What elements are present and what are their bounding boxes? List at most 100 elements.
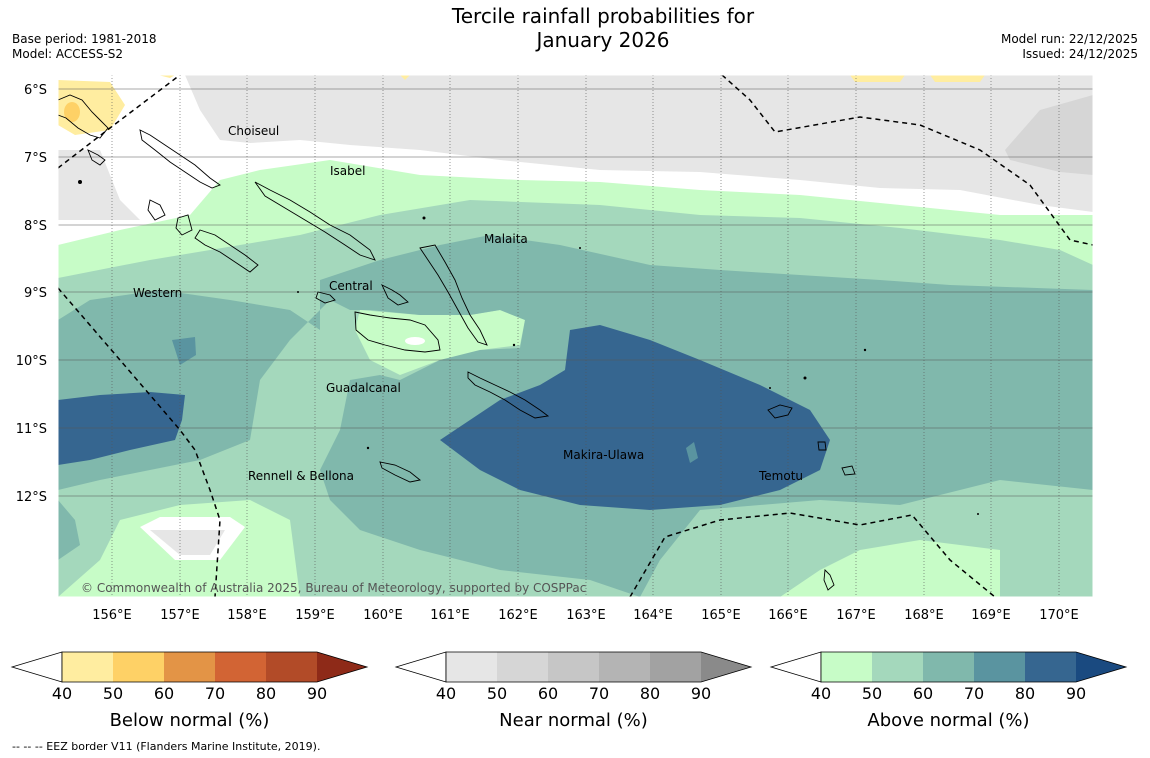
colorbar-segment — [1025, 652, 1076, 682]
colorbar-title: Below normal (%) — [110, 710, 270, 731]
lon-label: 162°E — [498, 608, 538, 623]
colorbar-segment — [266, 652, 317, 682]
region-label: Choiseul — [228, 124, 279, 138]
island-outlines — [57, 94, 856, 591]
lon-label: 170°E — [1039, 608, 1079, 623]
lat-gridlines — [58, 88, 1093, 497]
colorbar-segment — [62, 652, 113, 682]
lon-label: 169°E — [971, 608, 1011, 623]
region-label: Makira-Ulawa — [563, 448, 644, 462]
small-islands — [78, 180, 979, 515]
region-labels: Choiseul Isabel Malaita Western Central … — [133, 124, 803, 483]
colorbar-title: Above normal (%) — [867, 710, 1029, 731]
colorbar-tick-label: 90 — [691, 684, 711, 703]
lon-label: 165°E — [701, 608, 741, 623]
colorbar-2: 40 50 60 70 80 90 Above normal (%) — [769, 651, 1128, 731]
colorbar-tick-label: 40 — [811, 684, 831, 703]
colorbar-tick-label: 50 — [103, 684, 123, 703]
colorbar-segment — [548, 652, 599, 682]
lon-label: 168°E — [904, 608, 944, 623]
lat-label: 6°S — [24, 83, 47, 98]
colorbars: 40 50 60 70 80 90 Below normal (%) 40 50 60 70 80 90… — [10, 651, 1128, 731]
colorbar-low-extend — [10, 651, 63, 683]
lon-label: 158°E — [227, 608, 267, 623]
lat-label: 7°S — [24, 151, 47, 166]
region-label: Guadalcanal — [326, 381, 401, 395]
lon-label: 166°E — [768, 608, 808, 623]
colorbar-outline — [445, 651, 753, 683]
colorbar-outline — [61, 651, 369, 683]
colorbar-tick-label: 60 — [913, 684, 933, 703]
lon-label: 164°E — [633, 608, 673, 623]
lon-label: 157°E — [160, 608, 200, 623]
lon-label: 159°E — [295, 608, 335, 623]
colorbar-segment — [446, 652, 497, 682]
model-run: Model run: 22/12/2025 — [1000, 32, 1138, 46]
probability-field — [58, 75, 1093, 597]
colorbar-tick-label: 60 — [154, 684, 174, 703]
colorbar-0: 40 50 60 70 80 90 Below normal (%) — [10, 651, 369, 731]
region-label: Temotu — [758, 469, 803, 483]
colorbar-segment — [974, 652, 1025, 682]
lon-label: 160°E — [363, 608, 403, 623]
map-frame — [57, 74, 1094, 598]
colorbar-tick-label: 70 — [964, 684, 984, 703]
lat-label: 8°S — [24, 219, 47, 234]
colorbar-low-extend — [394, 651, 447, 683]
colorbar-high-extend — [317, 652, 367, 682]
colorbar-segment — [821, 652, 872, 682]
eez-border — [58, 75, 1093, 597]
colorbar-tick-label: 50 — [487, 684, 507, 703]
lat-label: 10°S — [16, 354, 47, 369]
lon-label: 167°E — [836, 608, 876, 623]
region-label: Malaita — [484, 232, 528, 246]
colorbar-high-extend — [1076, 652, 1126, 682]
colorbar-tick-label: 70 — [589, 684, 609, 703]
lon-labels: 156°E 157°E 158°E 159°E 160°E 161°E 162°… — [92, 608, 1079, 623]
lat-label: 11°S — [16, 422, 47, 437]
colorbar-title: Near normal (%) — [499, 710, 648, 731]
lon-label: 161°E — [430, 608, 470, 623]
base-period: Base period: 1981-2018 — [12, 32, 157, 46]
region-label: Western — [133, 286, 182, 300]
colorbar-1: 40 50 60 70 80 90 Near normal (%) — [394, 651, 753, 731]
lat-label: 9°S — [24, 286, 47, 301]
colorbar-tick-label: 40 — [52, 684, 72, 703]
lat-label: 12°S — [16, 490, 47, 505]
colorbar-tick-label: 80 — [256, 684, 276, 703]
colorbar-segment — [599, 652, 650, 682]
colorbar-tick-label: 40 — [436, 684, 456, 703]
colorbar-tick-label: 90 — [1066, 684, 1086, 703]
lon-gridlines — [111, 75, 1060, 597]
colorbar-high-extend — [701, 652, 751, 682]
lon-label: 156°E — [92, 608, 132, 623]
colorbar-low-extend — [769, 651, 822, 683]
colorbar-tick-label: 50 — [862, 684, 882, 703]
colorbar-segment — [872, 652, 923, 682]
region-label: Central — [329, 279, 373, 293]
colorbar-tick-label: 80 — [1015, 684, 1035, 703]
colorbar-tick-label: 80 — [640, 684, 660, 703]
colorbar-segment — [113, 652, 164, 682]
model-name: Model: ACCESS-S2 — [12, 47, 124, 61]
meta-right: Model run: 22/12/2025 Issued: 24/12/2025 — [1001, 32, 1138, 62]
title-line1: Tercile rainfall probabilities for — [451, 4, 755, 28]
issued-date: Issued: 24/12/2025 — [1022, 47, 1138, 61]
colorbar-segment — [164, 652, 215, 682]
lon-label: 163°E — [566, 608, 606, 623]
colorbar-tick-label: 90 — [307, 684, 327, 703]
region-label: Isabel — [330, 164, 365, 178]
title-line2: January 2026 — [536, 28, 670, 52]
eez-footnote: -- -- -- EEZ border V11 (Flanders Marine… — [12, 740, 321, 753]
colorbar-segment — [650, 652, 701, 682]
colorbar-segment — [497, 652, 548, 682]
region-label: Rennell & Bellona — [248, 469, 354, 483]
colorbar-segment — [215, 652, 266, 682]
copyright-notice: © Commonwealth of Australia 2025, Bureau… — [81, 581, 586, 595]
colorbar-segment — [923, 652, 974, 682]
lat-labels: 6°S 7°S 8°S 9°S 10°S 11°S 12°S — [16, 83, 47, 505]
colorbar-tick-label: 70 — [205, 684, 225, 703]
meta-left: Base period: 1981-2018 Model: ACCESS-S2 — [12, 32, 157, 62]
map-title: Tercile rainfall probabilities for Janua… — [375, 4, 831, 52]
